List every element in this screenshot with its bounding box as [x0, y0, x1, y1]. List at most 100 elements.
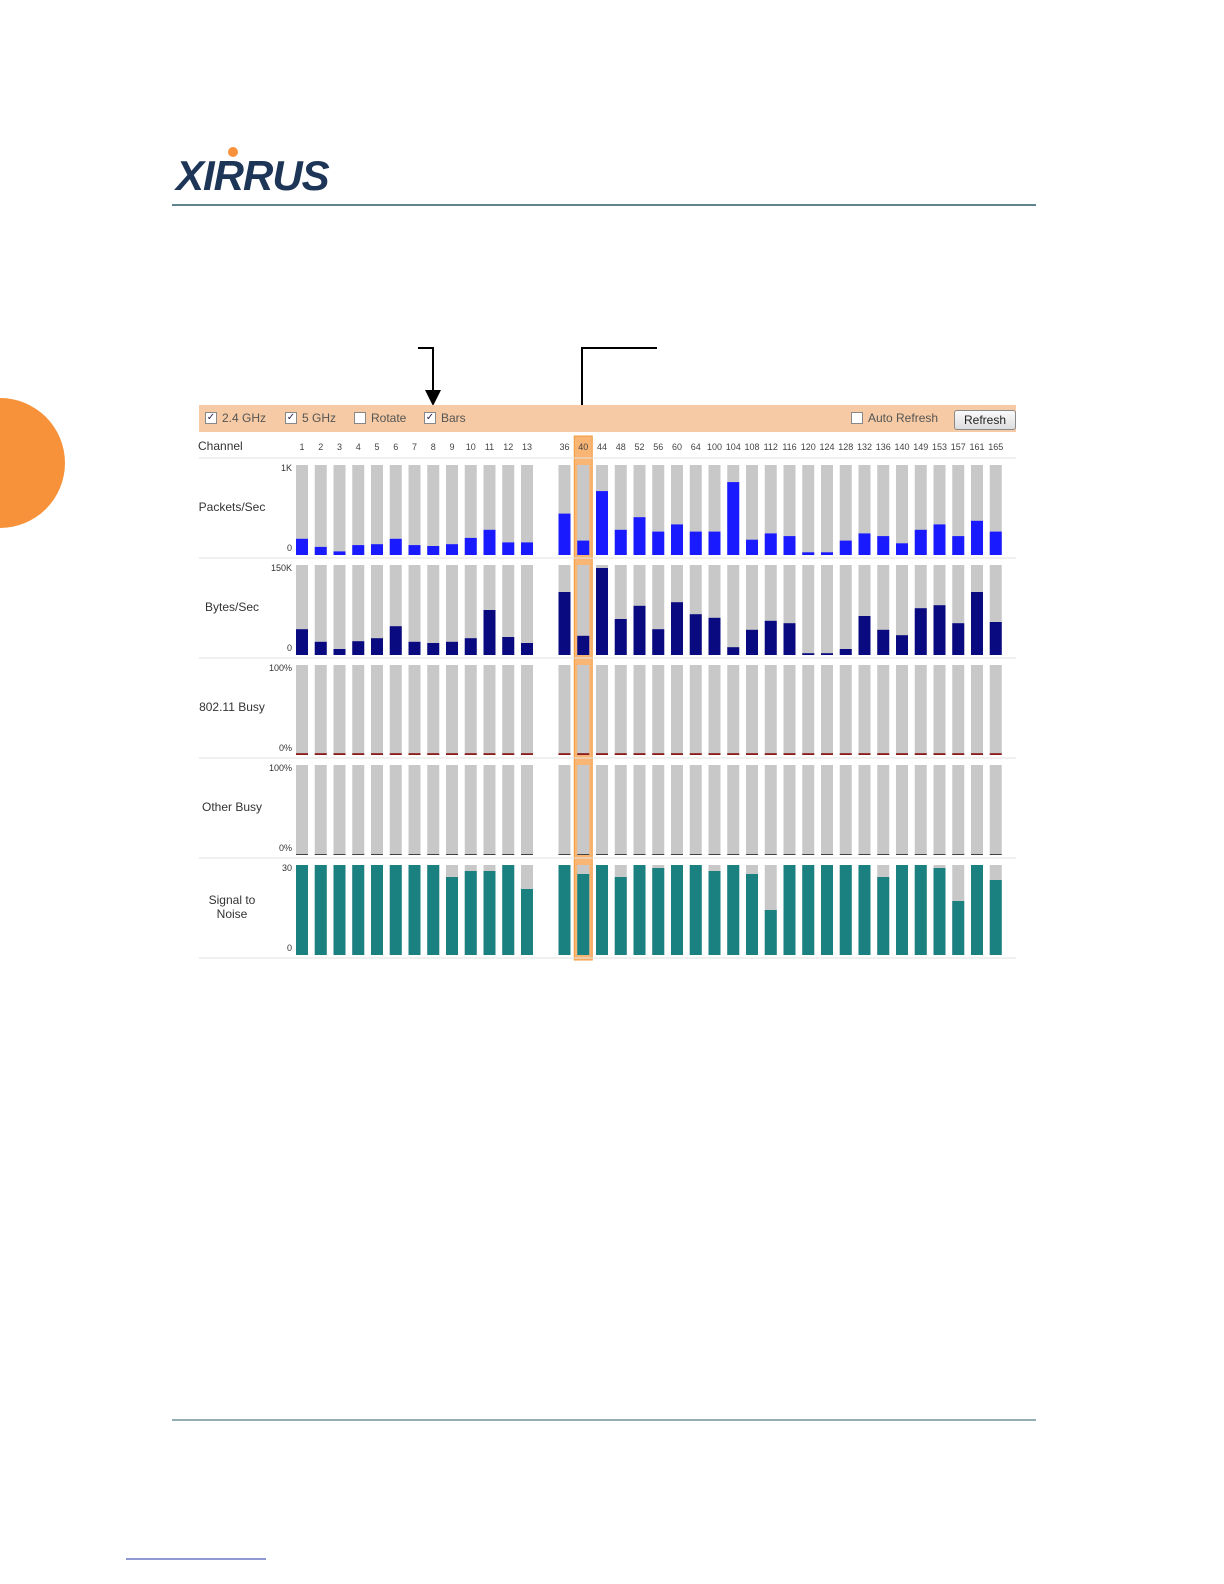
bar	[783, 865, 796, 955]
bar-track	[577, 465, 590, 555]
refresh-button[interactable]: Refresh	[954, 410, 1016, 430]
bar	[821, 854, 833, 855]
bar	[989, 880, 1002, 955]
row-label: Signal to Noise	[208, 893, 256, 921]
bar	[952, 753, 965, 755]
y-tick-label: 100%	[269, 763, 292, 773]
row-label: Other Busy	[201, 800, 263, 814]
channel-label: 11	[485, 442, 494, 452]
bar-track	[689, 665, 702, 755]
bar	[558, 753, 571, 755]
bar	[427, 753, 440, 755]
bar-track	[314, 665, 327, 755]
bar	[914, 854, 927, 855]
bar-track	[352, 765, 365, 855]
checkbox[interactable]: ✓	[285, 412, 297, 424]
bar-track	[971, 665, 983, 755]
checkbox[interactable]	[354, 412, 366, 424]
channel-label: 104	[726, 442, 741, 452]
bar-track	[333, 565, 346, 655]
bar-track	[389, 665, 402, 755]
bar-track	[652, 765, 665, 855]
channel-label: 48	[616, 442, 626, 452]
bar	[352, 865, 365, 955]
bar	[689, 753, 702, 755]
bar	[952, 901, 965, 955]
checkbox[interactable]	[851, 412, 863, 424]
bar	[783, 854, 796, 855]
bar-track	[614, 665, 627, 755]
bar	[708, 753, 721, 755]
bar	[577, 874, 590, 955]
bar-track	[352, 565, 365, 655]
bar-track	[727, 665, 740, 755]
bar	[464, 537, 477, 555]
bar-track	[502, 565, 515, 655]
bar	[371, 544, 383, 555]
channel-label: 153	[932, 442, 947, 452]
bar-track	[821, 465, 833, 555]
channel-label: 52	[634, 442, 644, 452]
channel-label: 5	[374, 442, 379, 452]
channel-label: Channel	[198, 439, 243, 453]
option-label: Auto Refresh	[868, 411, 939, 425]
bar	[427, 643, 440, 655]
bar	[333, 551, 346, 555]
bar	[933, 854, 946, 855]
bar	[296, 865, 308, 955]
bar	[746, 539, 758, 555]
bar	[896, 854, 908, 855]
bar-track	[408, 565, 421, 655]
checkbox[interactable]: ✓	[205, 412, 217, 424]
bar-track	[614, 765, 627, 855]
channel-label: 124	[819, 442, 834, 452]
bar	[427, 546, 440, 555]
channel-label: 56	[653, 442, 663, 452]
bar-track	[633, 665, 646, 755]
bar	[296, 538, 308, 555]
bar	[502, 542, 515, 555]
bar	[314, 753, 327, 755]
bar	[689, 865, 702, 955]
option[interactable]: Auto Refresh	[851, 411, 938, 425]
bar-track	[989, 665, 1002, 755]
bar-track	[839, 465, 852, 555]
option[interactable]: ✓ Bars	[424, 411, 466, 425]
bar	[671, 524, 683, 555]
bar	[764, 753, 777, 755]
bar-track	[821, 765, 833, 855]
callout-arrow	[581, 347, 657, 414]
bar	[914, 865, 927, 955]
option[interactable]: ✓ 5 GHz	[285, 411, 336, 425]
bar	[971, 520, 983, 555]
channel-label: 100	[707, 442, 722, 452]
bar	[502, 637, 515, 655]
bar-track	[333, 465, 346, 555]
bar	[952, 536, 965, 555]
bar-track	[558, 665, 571, 755]
channel-label: 12	[503, 442, 513, 452]
bar	[446, 544, 458, 555]
bar-track	[764, 465, 777, 555]
option[interactable]: ✓ 2.4 GHz	[205, 411, 266, 425]
bar	[446, 641, 458, 655]
channel-label: 10	[466, 442, 476, 452]
bar-track	[521, 465, 533, 555]
bar	[483, 871, 496, 955]
bar	[521, 889, 533, 955]
checkbox[interactable]: ✓	[424, 412, 436, 424]
bar	[746, 874, 758, 955]
bar-track	[464, 665, 477, 755]
bar	[933, 868, 946, 955]
bar	[296, 854, 308, 855]
bar	[521, 854, 533, 855]
bar-track	[933, 665, 946, 755]
bar	[671, 865, 683, 955]
row-label: Bytes/Sec	[204, 600, 260, 614]
bar	[389, 865, 402, 955]
bar	[464, 753, 477, 755]
bar-track	[727, 765, 740, 855]
option[interactable]: Rotate	[354, 411, 406, 425]
bar	[521, 643, 533, 655]
bar	[577, 635, 590, 655]
